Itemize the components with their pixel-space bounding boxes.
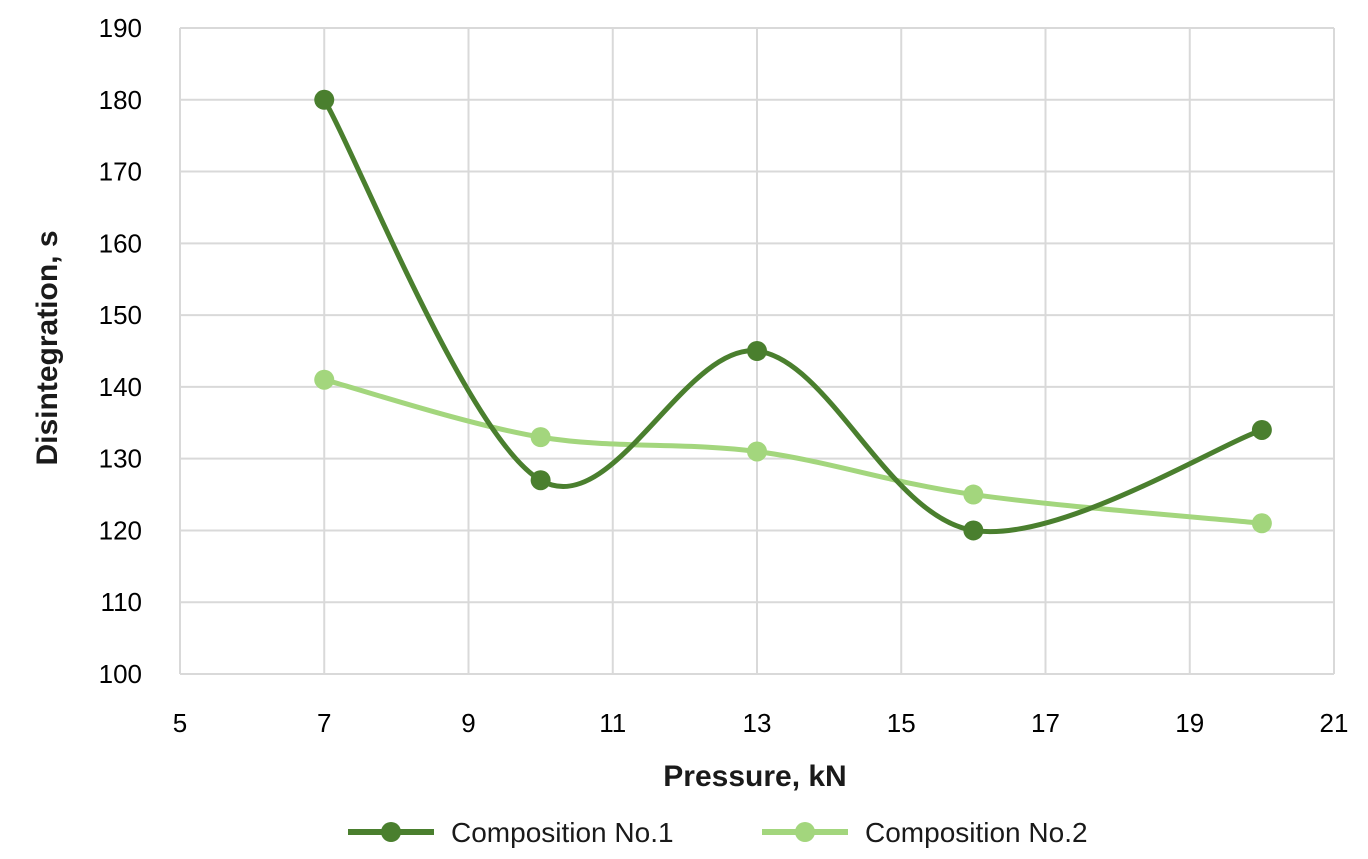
series-2-point: [1251, 513, 1272, 534]
y-tick-label: 170: [99, 157, 142, 187]
series-1-point: [963, 520, 984, 541]
series-1-point: [747, 341, 767, 361]
y-tick-label: 110: [101, 587, 142, 617]
x-axis-title: Pressure, kN: [663, 760, 846, 793]
series-layer: [314, 89, 1272, 541]
y-tick-label: 120: [99, 515, 142, 545]
y-axis-title: Disintegration, s: [31, 230, 64, 465]
legend-label-2: Composition No.2: [865, 817, 1088, 848]
x-tick-label: 17: [1031, 708, 1060, 738]
series-1-point: [1251, 419, 1272, 440]
y-tick-label: 150: [99, 300, 142, 330]
x-tick-label: 5: [173, 708, 187, 738]
y-tick-label: 130: [99, 444, 142, 474]
series-line-2: [321, 377, 1265, 526]
y-tick-label: 140: [99, 372, 142, 402]
grid: [179, 27, 1335, 675]
legend-swatch-marker-2: [795, 822, 815, 842]
series-2-point: [747, 441, 767, 462]
y-tick-label: 100: [99, 659, 142, 689]
y-tick-label: 180: [99, 85, 142, 115]
y-axis-ticks: 100 110 120 130 140 150 160 170 180 190: [99, 13, 142, 689]
y-tick-label: 190: [99, 13, 142, 43]
x-tick-label: 13: [743, 708, 772, 738]
legend-swatch-marker-1: [381, 822, 401, 842]
y-tick-label: 160: [99, 228, 142, 258]
x-tick-label: 15: [887, 708, 916, 738]
series-2-point: [530, 427, 551, 448]
series-1-point: [530, 470, 551, 491]
legend: Composition No.1 Composition No.2: [348, 817, 1088, 848]
x-tick-label: 21: [1320, 708, 1349, 738]
series-2-point: [314, 369, 335, 390]
legend-label-1: Composition No.1: [451, 817, 674, 848]
x-tick-label: 9: [461, 708, 475, 738]
series-line-1: [321, 97, 1265, 535]
x-tick-label: 11: [599, 708, 626, 738]
x-axis-ticks: 5 7 9 11 13 15 17 19 21: [173, 708, 1349, 738]
x-tick-label: 7: [317, 708, 331, 738]
x-tick-label: 19: [1175, 708, 1204, 738]
series-1-point: [314, 89, 335, 110]
series-2-point: [963, 484, 984, 505]
